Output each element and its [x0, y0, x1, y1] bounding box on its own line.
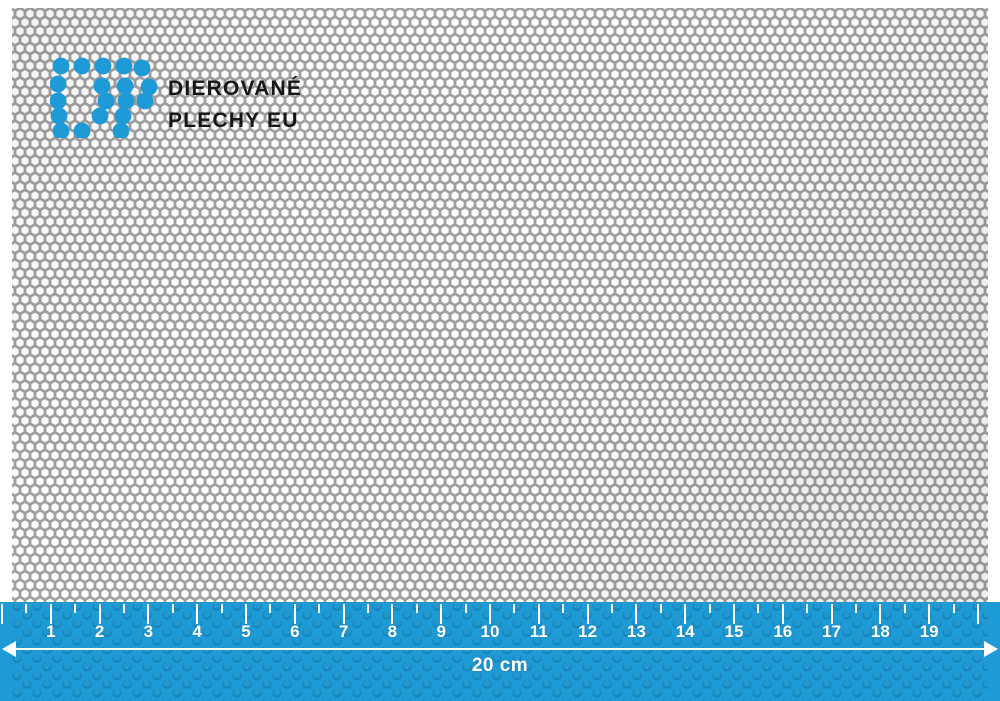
- ruler-major-tick: [928, 604, 931, 624]
- ruler-minor-tick: [562, 604, 565, 613]
- ruler-tick-label: 10: [480, 622, 500, 641]
- ruler-major-tick: [977, 604, 979, 624]
- ruler-major-tick: [586, 604, 589, 624]
- ruler-minor-tick: [708, 604, 711, 613]
- ruler-minor-tick: [464, 604, 467, 613]
- ruler-minor-tick: [123, 604, 125, 613]
- ruler-tick-label: 7: [338, 622, 349, 641]
- logo-dot-matrix-icon: [50, 56, 158, 138]
- ruler-major-tick: [830, 604, 833, 624]
- arrow-left-icon: [2, 641, 16, 657]
- ruler-minor-tick: [611, 604, 613, 613]
- ruler-tick-label: 5: [241, 622, 251, 641]
- ruler-tick-label: 9: [436, 622, 446, 641]
- ruler-minor-tick: [903, 604, 906, 613]
- ruler-major-tick: [684, 604, 687, 624]
- ruler-minor-tick: [220, 604, 223, 613]
- ruler-minor-tick: [659, 604, 662, 613]
- ruler-major-tick: [391, 604, 394, 624]
- ruler-minor-tick: [415, 604, 418, 613]
- ruler-tick-label: 15: [724, 622, 744, 641]
- ruler-major-tick: [489, 604, 491, 624]
- ruler-tick-label: 14: [675, 622, 695, 641]
- ruler-tick-label: 13: [626, 622, 646, 641]
- total-length-label: 20 cm: [471, 655, 529, 676]
- measure-line: [10, 648, 990, 650]
- ruler-minor-tick: [806, 604, 809, 613]
- ruler-tick-label: 11: [529, 622, 548, 641]
- scale-ruler: 1 2 3 4 5 6 7 8 9 10 11 12 13 14 15 16 17 18 19 20 cm: [0, 602, 1000, 701]
- ruler-tick-label: 12: [578, 622, 598, 641]
- logo-wordmark: DIEROVANÉ PLECHY EU: [168, 73, 302, 137]
- ruler-major-tick: [879, 604, 882, 624]
- ruler-major-tick: [440, 604, 443, 624]
- ruler-minor-tick: [513, 604, 516, 613]
- ruler-minor-tick: [952, 604, 955, 613]
- ruler-major-tick: [147, 604, 150, 624]
- ruler-tick-label: 8: [387, 622, 398, 641]
- logo-line-2: PLECHY EU: [168, 109, 299, 132]
- ruler-minor-tick: [855, 604, 857, 613]
- arrow-right-icon: [984, 641, 998, 657]
- ruler-major-tick: [1, 604, 3, 624]
- ruler-tick-label: 1: [46, 622, 56, 641]
- ruler-tick-label: 2: [94, 622, 105, 641]
- brand-logo: DIEROVANÉ PLECHY EU: [50, 56, 320, 140]
- ruler-minor-tick: [367, 604, 369, 613]
- ruler-tick-label: 3: [143, 622, 154, 641]
- ruler-major-tick: [342, 604, 345, 624]
- logo-line-1: DIEROVANÉ: [168, 77, 303, 100]
- ruler-major-tick: [733, 604, 735, 624]
- ruler-tick-label: 18: [870, 622, 890, 641]
- ruler-major-tick: [196, 604, 199, 624]
- ruler-minor-tick: [74, 604, 77, 613]
- ruler-tick-label: 19: [919, 622, 939, 641]
- ruler-tick-label: 16: [773, 622, 793, 641]
- ruler-major-tick: [245, 604, 247, 624]
- ruler-major-tick: [98, 604, 101, 624]
- ruler-tick-label: 4: [192, 622, 202, 641]
- ruler-minor-tick: [757, 604, 760, 613]
- ruler-minor-tick: [318, 604, 321, 613]
- ruler-tick-label: 17: [822, 622, 842, 641]
- ruler-major-tick: [537, 604, 540, 624]
- ruler-minor-tick: [269, 604, 272, 613]
- ruler-major-tick: [49, 604, 52, 624]
- ruler-major-tick: [293, 604, 296, 624]
- ruler-minor-tick: [25, 604, 28, 613]
- ruler-minor-tick: [171, 604, 174, 613]
- ruler-perforated-texture: [12, 602, 988, 701]
- ruler-major-tick: [635, 604, 638, 624]
- ruler-major-tick: [781, 604, 784, 624]
- ruler-tick-label: 6: [290, 622, 300, 641]
